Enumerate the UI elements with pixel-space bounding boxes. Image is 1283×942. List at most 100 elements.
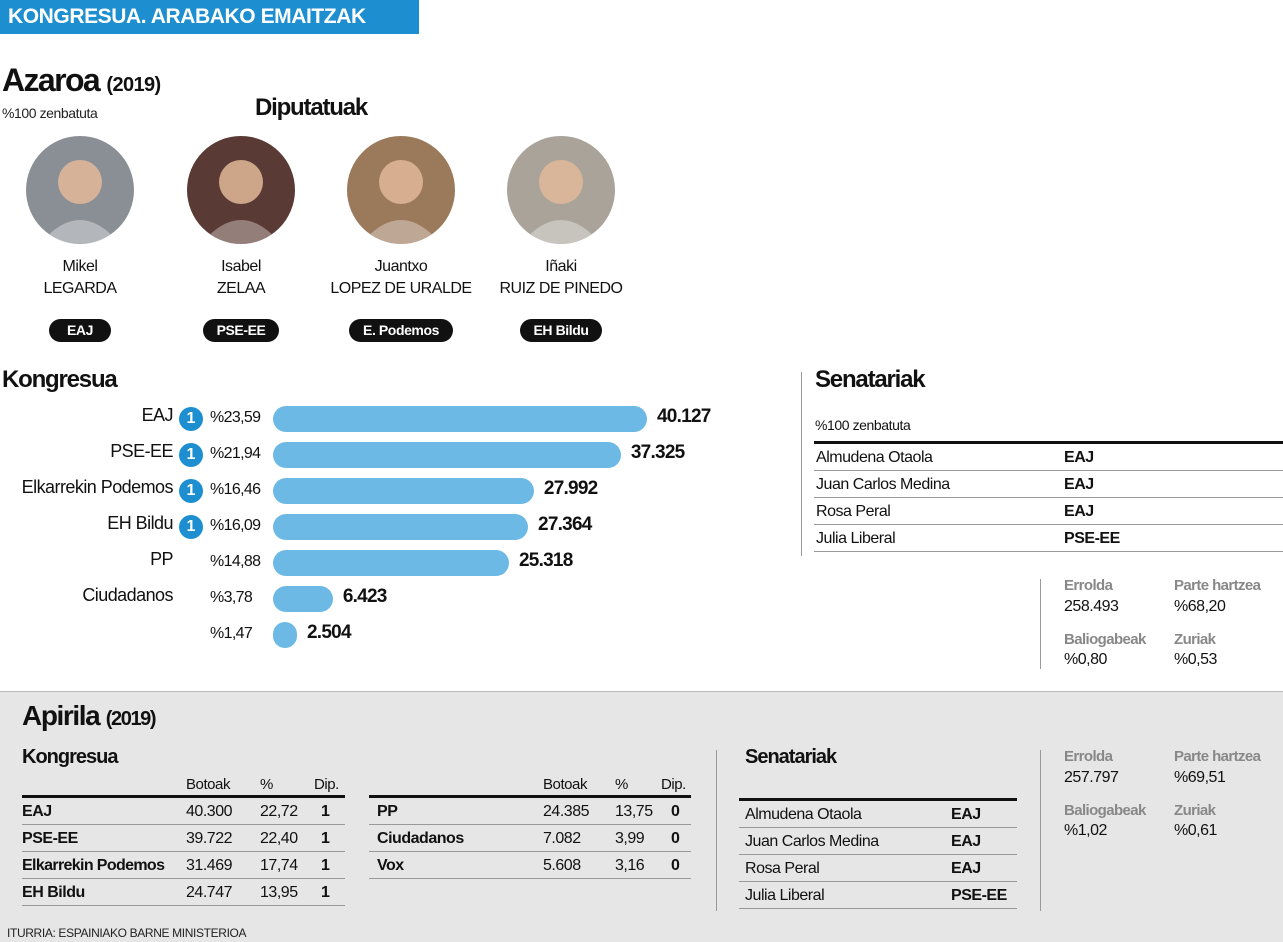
- deputy-photo-avatar: [507, 136, 615, 244]
- pct-cell: 3,99: [615, 830, 645, 847]
- deputy-last-name: LEGARDA: [43, 280, 117, 297]
- votes-cell: 40.300: [186, 803, 233, 820]
- invalid-value: %1,02: [1064, 822, 1107, 839]
- deputies-title: Diputatuak: [255, 94, 368, 121]
- bar-value-label: 2.504: [307, 622, 352, 643]
- table-header: Botoak % Dip.: [22, 772, 345, 798]
- bar-category-label: EAJ: [141, 405, 174, 425]
- table-row: EAJ 40.300 22,72 1: [22, 798, 345, 825]
- stats-divider: [1040, 750, 1041, 911]
- november-title-text: Azaroa: [2, 62, 101, 98]
- deputy-first-name: Iñaki: [545, 258, 577, 275]
- table-header: Botoak % Dip.: [369, 772, 691, 798]
- seats-cell: 0: [671, 857, 680, 874]
- votes-cell: 7.082: [543, 830, 581, 847]
- stats-divider: [1040, 579, 1041, 669]
- april-section: [0, 691, 1283, 942]
- deputy-last-name: RUIZ DE PINEDO: [499, 280, 623, 297]
- bar-percent-label: %23,59: [210, 409, 261, 426]
- april-senate-title: Senatariak: [745, 746, 837, 768]
- senate-table: Almudena Otaola EAJ Juan Carlos Medina EAJ…: [814, 441, 1283, 552]
- seats-cell: 1: [321, 803, 330, 820]
- senate-title: Senatariak: [815, 366, 926, 393]
- bar-percent-label: %14,88: [210, 553, 261, 570]
- turnout-label: Parte hartzea: [1174, 748, 1261, 765]
- april-congress-title: Kongresua: [22, 746, 118, 768]
- bar-value-label: 40.127: [657, 406, 711, 427]
- pct-cell: 17,74: [260, 857, 298, 874]
- table-row: PSE-EE 39.722 22,40 1: [22, 825, 345, 852]
- bar-percent-label: %16,46: [210, 481, 261, 498]
- april-results-table-left: Botoak % Dip. EAJ 40.300 22,72 1 PSE-EE 39.7…: [22, 772, 345, 906]
- table-row: Rosa Peral EAJ: [814, 498, 1283, 525]
- pct-cell: 3,16: [615, 857, 645, 874]
- bar: [273, 586, 333, 612]
- april-title-text: Apirila: [22, 700, 101, 731]
- bar-value-label: 27.364: [538, 514, 592, 535]
- person-icon: [201, 160, 281, 244]
- bar-category-label: Elkarrekin Podemos: [21, 477, 174, 497]
- senator-party: EAJ: [1064, 449, 1094, 466]
- deputy-party-badge: E. Podemos: [349, 319, 453, 342]
- turnout-value: %68,20: [1174, 598, 1226, 615]
- deputy-first-name: Isabel: [221, 258, 261, 275]
- bar-value-label: 25.318: [518, 550, 573, 571]
- deputy-photo-avatar: [26, 136, 134, 244]
- senator-party: EAJ: [951, 833, 981, 850]
- party-cell: PSE-EE: [22, 830, 78, 847]
- votes-cell: 24.385: [543, 803, 590, 820]
- senator-name: Rosa Peral: [816, 503, 891, 520]
- blank-label: Zuriak: [1174, 802, 1216, 819]
- table-row: Juan Carlos Medina EAJ: [814, 471, 1283, 498]
- section-divider: [716, 750, 717, 911]
- senator-party: PSE-EE: [1064, 530, 1120, 547]
- deputy-photo-avatar: [187, 136, 295, 244]
- deputy-photo-avatar: [347, 136, 455, 244]
- april-title: Apirila (2019): [22, 700, 157, 732]
- votes-cell: 31.469: [186, 857, 233, 874]
- person-icon: [361, 160, 441, 244]
- turnout-label: Parte hartzea: [1174, 577, 1261, 594]
- pct-cell: 13,95: [260, 884, 298, 901]
- deputy-card-2: Isabel ZELAA PSE-EE: [151, 136, 331, 342]
- bar: [273, 514, 529, 540]
- seats-header: Dip.: [314, 776, 339, 793]
- senate-counted: %100 zenbatuta: [815, 417, 911, 433]
- seats-cell: 0: [671, 803, 680, 820]
- bar-percent-label: %1,47: [210, 625, 253, 642]
- header-banner: KONGRESUA. ARABAKO EMAITZAK: [0, 0, 419, 34]
- deputy-first-name: Mikel: [62, 258, 98, 275]
- congress-title: Kongresua: [2, 366, 118, 393]
- person-icon: [521, 160, 601, 244]
- blank-value: %0,61: [1174, 822, 1217, 839]
- section-divider: [801, 372, 802, 556]
- votes-cell: 5.608: [543, 857, 581, 874]
- party-cell: EH Bildu: [22, 884, 85, 901]
- bar: [273, 406, 647, 432]
- invalid-label: Baliogabeak: [1064, 631, 1146, 648]
- census-label: Errolda: [1064, 577, 1113, 594]
- party-cell: PP: [377, 803, 398, 820]
- table-row: Almudena Otaola EAJ: [739, 801, 1017, 828]
- bar: [273, 550, 509, 576]
- person-icon: [40, 160, 120, 244]
- bar-category-label: EH Bildu: [107, 513, 173, 533]
- pct-header: %: [260, 776, 273, 793]
- senator-name: Almudena Otaola: [816, 449, 933, 466]
- seats-cell: 1: [321, 857, 330, 874]
- deputy-first-name: Juantxo: [374, 258, 428, 275]
- april-year: (2019): [105, 708, 157, 730]
- census-value: 257.797: [1064, 769, 1119, 786]
- votes-cell: 39.722: [186, 830, 233, 847]
- party-cell: Ciudadanos: [377, 830, 464, 847]
- senator-name: Julia Liberal: [816, 530, 896, 547]
- bar-value-label: 27.992: [543, 478, 598, 499]
- seats-header: Dip.: [661, 776, 686, 793]
- deputy-party-badge: EH Bildu: [519, 319, 603, 342]
- bar-percent-label: %16,09: [210, 517, 261, 534]
- bar-category-label: PSE-EE: [110, 441, 173, 461]
- bar: [273, 622, 297, 648]
- bar: [273, 442, 621, 468]
- table-row: Julia Liberal PSE-EE: [814, 525, 1283, 552]
- seats-cell: 1: [321, 830, 330, 847]
